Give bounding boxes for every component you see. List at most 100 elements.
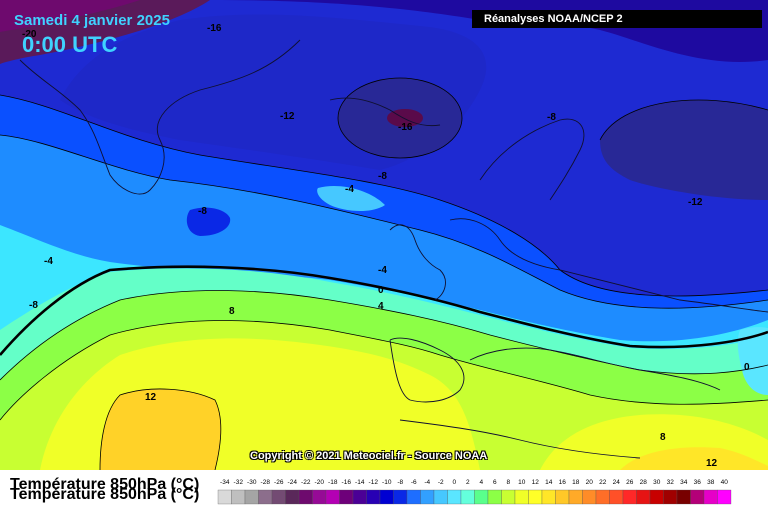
legend-swatch bbox=[541, 489, 556, 505]
contour-label: -8 bbox=[198, 206, 207, 217]
legend-tick-label: -28 bbox=[261, 479, 271, 486]
legend-tick-label: 40 bbox=[721, 479, 729, 486]
source-label: Réanalyses NOAA/NCEP 2 bbox=[472, 10, 762, 28]
warm-core-east bbox=[620, 447, 768, 470]
contour-label: -12 bbox=[280, 111, 295, 122]
legend-swatch bbox=[447, 489, 462, 505]
legend-swatch bbox=[528, 489, 543, 505]
legend-swatch bbox=[663, 489, 678, 505]
legend-swatch bbox=[298, 489, 313, 505]
legend-swatch bbox=[312, 489, 327, 505]
legend-swatch bbox=[636, 489, 651, 505]
legend-swatch bbox=[555, 489, 570, 505]
contour-label: 4 bbox=[378, 301, 384, 312]
legend-tick-label: 2 bbox=[466, 479, 470, 486]
contour-label: -16 bbox=[398, 122, 413, 133]
legend-swatch bbox=[649, 489, 664, 505]
legend-title-shadow: Température 850hPa (°C) bbox=[10, 486, 200, 503]
legend-tick-label: 32 bbox=[667, 479, 675, 486]
contour-label: 12 bbox=[145, 392, 157, 403]
legend-tick-label: 36 bbox=[694, 479, 702, 486]
legend-swatch bbox=[690, 489, 705, 505]
legend-tick-label: 38 bbox=[707, 479, 715, 486]
legend-tick-label: 14 bbox=[545, 479, 553, 486]
legend-tick-label: 0 bbox=[452, 479, 456, 486]
legend-swatch bbox=[325, 489, 340, 505]
legend-swatch bbox=[406, 489, 421, 505]
legend-title: Température 850hPa (°C) bbox=[10, 476, 200, 493]
legend-tick-label: 34 bbox=[680, 479, 688, 486]
legend-tick-label: 28 bbox=[640, 479, 648, 486]
legend-swatch bbox=[231, 489, 246, 505]
legend-tick-label: 12 bbox=[532, 479, 540, 486]
warm-pocket-atlantic bbox=[317, 185, 385, 212]
contour-label: 0 bbox=[744, 362, 750, 373]
legend-swatch bbox=[703, 489, 718, 505]
arctic-core bbox=[0, 0, 140, 32]
contour-label: -4 bbox=[44, 256, 53, 267]
east-cyan-pocket bbox=[737, 327, 768, 395]
legend-swatch bbox=[271, 489, 286, 505]
legend-swatch bbox=[487, 489, 502, 505]
temperature-map: -20 -16 -16 -12 -8 -8 -4 -8 -12 -4 -8 -4… bbox=[0, 0, 768, 470]
contour-label: -12 bbox=[688, 197, 703, 208]
legend-tick-label: 20 bbox=[586, 479, 594, 486]
contour-label: 12 bbox=[706, 458, 718, 469]
legend-tick-label: 26 bbox=[626, 479, 634, 486]
legend-tick-label: 16 bbox=[559, 479, 567, 486]
copyright-notice: Copyright © 2021 Meteociel.fr - Source N… bbox=[250, 450, 488, 462]
legend-swatch bbox=[622, 489, 637, 505]
contour-label: 8 bbox=[660, 432, 666, 443]
legend-swatch bbox=[717, 489, 732, 505]
map-time: 0:00 UTC bbox=[22, 32, 118, 57]
legend-swatch bbox=[582, 489, 597, 505]
zero-isotherm bbox=[0, 265, 768, 356]
legend-swatch bbox=[501, 489, 516, 505]
coastlines bbox=[19, 39, 768, 459]
legend-swatch bbox=[568, 489, 583, 505]
legend-swatch bbox=[420, 489, 435, 505]
legend-swatch bbox=[433, 489, 448, 505]
legend-swatch bbox=[352, 489, 367, 505]
legend-tick-label: -12 bbox=[369, 479, 379, 486]
legend-tick-label: -4 bbox=[424, 479, 430, 486]
legend-swatch bbox=[244, 489, 259, 505]
legend-tick-label: -18 bbox=[328, 479, 338, 486]
legend-swatch bbox=[285, 489, 300, 505]
legend-tick-label: -16 bbox=[342, 479, 352, 486]
legend-swatch bbox=[460, 489, 475, 505]
legend-swatch bbox=[339, 489, 354, 505]
legend-swatch bbox=[609, 489, 624, 505]
legend-tick-label: 18 bbox=[572, 479, 580, 486]
color-scale-legend: -34 -32 -30 -28 -26 -24 -22 -20 -18 -16 -14 -12 -10-… bbox=[217, 479, 732, 505]
legend-tick-label: -22 bbox=[301, 479, 311, 486]
legend-tick-label: 22 bbox=[599, 479, 607, 486]
legend-tick-label: -6 bbox=[411, 479, 417, 486]
contour-label: -4 bbox=[345, 184, 354, 195]
legend-swatch bbox=[474, 489, 489, 505]
legend-tick-label: -26 bbox=[274, 479, 284, 486]
legend-tick-label: -32 bbox=[234, 479, 244, 486]
legend-swatch bbox=[514, 489, 529, 505]
legend-tick-label: -24 bbox=[288, 479, 298, 486]
legend-tick-label: -34 bbox=[220, 479, 230, 486]
legend-tick-label: -14 bbox=[355, 479, 365, 486]
map-date: Samedi 4 janvier 2025 bbox=[14, 12, 170, 29]
contour-label: 0 bbox=[378, 285, 384, 296]
legend-tick-label: 8 bbox=[506, 479, 510, 486]
legend-swatch bbox=[676, 489, 691, 505]
cold-pocket-west bbox=[186, 207, 231, 236]
legend-swatch bbox=[258, 489, 273, 505]
legend-swatch bbox=[366, 489, 381, 505]
legend-swatch bbox=[393, 489, 408, 505]
contour-labels: -20 -16 -16 -12 -8 -8 -4 -8 -12 -4 -8 -4… bbox=[22, 23, 750, 469]
legend-tick-label: 30 bbox=[653, 479, 661, 486]
legend-tick-label: 6 bbox=[493, 479, 497, 486]
contour-label: -8 bbox=[29, 300, 38, 311]
legend-swatch bbox=[217, 489, 232, 505]
legend-tick-label: -10 bbox=[382, 479, 392, 486]
legend-tick-label: -8 bbox=[397, 479, 403, 486]
legend-tick-label: -20 bbox=[315, 479, 325, 486]
warm-core-atlantic bbox=[100, 388, 221, 470]
